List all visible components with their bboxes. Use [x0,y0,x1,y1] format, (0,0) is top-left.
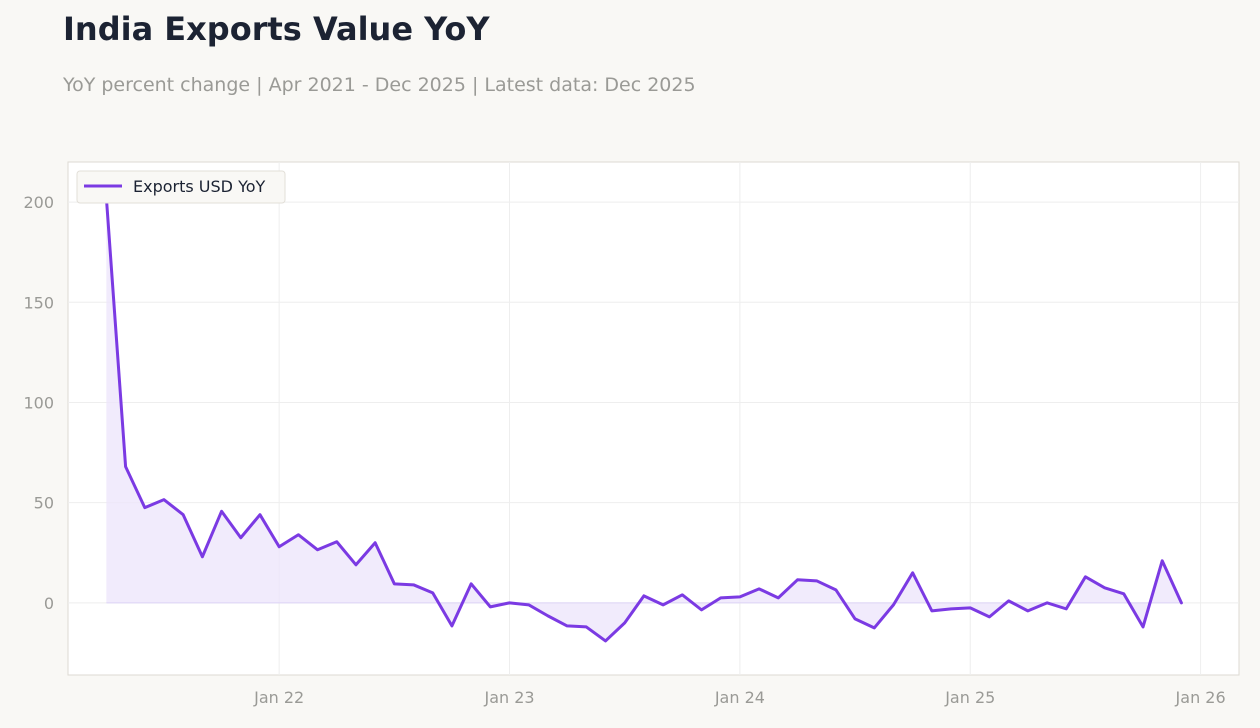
data-point[interactable] [1025,608,1031,614]
data-point[interactable] [468,581,474,587]
data-point[interactable] [1006,598,1012,604]
data-point[interactable] [353,562,359,568]
data-point[interactable] [1063,606,1069,612]
data-point[interactable] [161,497,167,503]
x-axis: Jan 22 Jan 23 Jan 24 Jan 25 Jan 26 [253,688,1226,707]
chart-title: India Exports Value YoY [63,10,490,48]
data-point[interactable] [929,608,935,614]
data-point[interactable] [718,595,724,601]
data-point[interactable] [1178,600,1184,606]
data-point[interactable] [238,535,244,541]
x-tick-label: Jan 25 [944,688,995,707]
data-point[interactable] [315,547,321,553]
data-point[interactable] [890,602,896,608]
data-point[interactable] [603,638,609,644]
data-point[interactable] [1102,585,1108,591]
data-point[interactable] [411,582,417,588]
data-point[interactable] [986,614,992,620]
data-point[interactable] [756,586,762,592]
data-point[interactable] [180,512,186,518]
legend[interactable]: Exports USD YoY [76,170,286,204]
x-tick-label: Jan 24 [714,688,765,707]
data-point[interactable] [737,594,743,600]
data-point[interactable] [430,590,436,596]
data-point[interactable] [123,464,129,470]
data-point[interactable] [660,602,666,608]
data-point[interactable] [852,616,858,622]
x-tick-label: Jan 23 [483,688,534,707]
data-point[interactable] [545,613,551,619]
data-point[interactable] [276,544,282,550]
data-point[interactable] [1121,591,1127,597]
data-point[interactable] [507,600,513,606]
x-tick-label: Jan 26 [1175,688,1226,707]
series-layer [104,196,1184,644]
data-point[interactable] [372,540,378,546]
data-point[interactable] [967,605,973,611]
data-point[interactable] [449,623,455,629]
data-point[interactable] [142,505,148,511]
data-point[interactable] [564,623,570,629]
legend-label: Exports USD YoY [133,177,266,196]
data-point[interactable] [526,602,532,608]
data-point[interactable] [487,604,493,610]
data-point[interactable] [641,593,647,599]
y-axis: 0 50 100 150 200 [23,193,54,613]
y-tick-label: 200 [23,193,54,212]
data-point[interactable] [334,539,340,545]
data-point[interactable] [948,606,954,612]
data-point[interactable] [391,581,397,587]
series-line[interactable] [104,196,1183,643]
data-point[interactable] [219,508,225,514]
data-point[interactable] [622,620,628,626]
data-point[interactable] [1140,624,1146,630]
legend-box [76,170,286,204]
data-point[interactable] [910,570,916,576]
x-tick-label: Jan 22 [253,688,304,707]
data-point[interactable] [257,512,263,518]
data-point[interactable] [698,607,704,613]
data-point[interactable] [775,595,781,601]
y-tick-label: 0 [44,594,54,613]
data-point[interactable] [1082,574,1088,580]
data-point[interactable] [679,592,685,598]
data-point[interactable] [814,578,820,584]
y-tick-label: 50 [34,494,54,513]
y-tick-label: 100 [23,393,54,412]
data-point[interactable] [199,554,205,560]
data-point[interactable] [583,624,589,630]
data-point[interactable] [295,532,301,538]
data-point[interactable] [1159,558,1165,564]
y-tick-label: 150 [23,293,54,312]
data-point[interactable] [794,577,800,583]
chart-subtitle: YoY percent change | Apr 2021 - Dec 2025… [63,74,696,96]
data-point[interactable] [1044,600,1050,606]
data-point[interactable] [833,587,839,593]
data-point[interactable] [871,625,877,631]
